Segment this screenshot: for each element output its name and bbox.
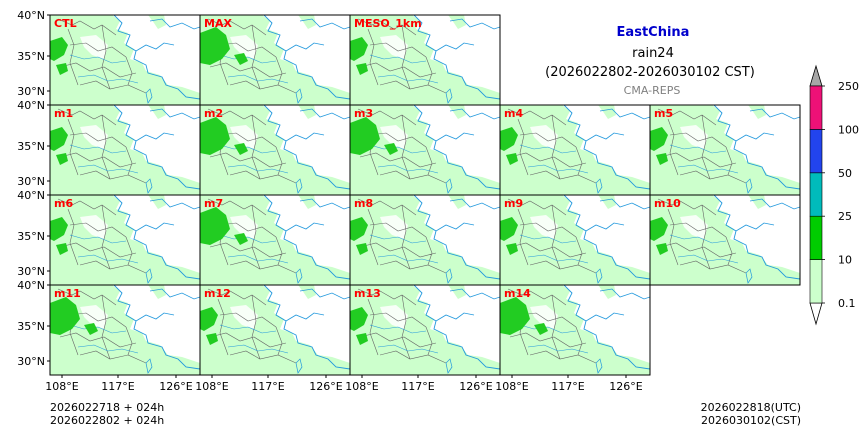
init-utc-label: 2026022718 + 024h xyxy=(50,401,164,414)
map-panel-m3: m3 xyxy=(349,104,501,196)
colorbar-level-label: 25 xyxy=(838,210,852,223)
colorbar-segment xyxy=(809,215,823,260)
panel-label: m13 xyxy=(354,287,381,300)
colorbar-level-label: 50 xyxy=(838,167,852,180)
map-panel-meso-1km: MESO_1km xyxy=(349,14,501,106)
lon-tick-label: 117°E xyxy=(251,380,284,393)
lat-tick-label: 40°N xyxy=(17,99,45,112)
panel-label: CTL xyxy=(54,17,77,30)
map-panel-m1: m1 xyxy=(49,104,201,196)
variable-label: rain24 xyxy=(632,46,674,61)
panels-layer: CTL MAX MESO_1km m1 m2 m3 m4 m5 m6 m7 m8 m9 m10 m11 m1… xyxy=(49,14,801,376)
lat-tick-label: 30°N xyxy=(17,175,45,188)
valid-utc-label: 2026022818(UTC) xyxy=(701,401,801,414)
map-panel-max: MAX xyxy=(199,14,351,106)
panel-label: m10 xyxy=(654,197,681,210)
lat-tick-label: 30°N xyxy=(17,265,45,278)
init-cst-label: 2026022802 + 024h xyxy=(50,414,164,427)
colorbar-level-label: 100 xyxy=(838,123,859,136)
colorbar-segment xyxy=(809,259,823,304)
map-panel-m12: m12 xyxy=(199,284,351,376)
colorbar-level-label: 10 xyxy=(838,254,852,267)
lat-tick-label: 40°N xyxy=(17,279,45,292)
panel-label: m4 xyxy=(504,107,523,120)
colorbar-segment xyxy=(809,129,823,174)
panel-label: m3 xyxy=(354,107,373,120)
colorbar-extend-top xyxy=(809,64,823,87)
map-panel-m5: m5 xyxy=(649,104,801,196)
panel-label: m14 xyxy=(504,287,531,300)
map-panel-m13: m13 xyxy=(349,284,501,376)
lat-tick-label: 35°N xyxy=(17,230,45,243)
lon-tick-label: 117°E xyxy=(551,380,584,393)
lat-tick-label: 35°N xyxy=(17,320,45,333)
lon-tick-label: 108°E xyxy=(45,380,78,393)
latitude-axis: 40°N35°N30°N40°N35°N30°N40°N35°N30°N40°N… xyxy=(17,9,50,368)
lat-tick-label: 30°N xyxy=(17,85,45,98)
colorbar: 0.1 10 25 50 100 250 xyxy=(809,64,859,326)
colorbar-segment xyxy=(809,172,823,217)
map-panel-m10: m10 xyxy=(649,194,801,286)
lat-tick-label: 30°N xyxy=(17,355,45,368)
colorbar-level-label: 0.1 xyxy=(838,297,856,310)
lon-tick-label: 126°E xyxy=(609,380,642,393)
panel-label: MESO_1km xyxy=(354,17,422,30)
panel-label: MAX xyxy=(204,17,232,30)
period-label: (2026022802-2026030102 CST) xyxy=(545,65,755,80)
source-label: CMA-REPS xyxy=(624,84,681,97)
panel-label: m5 xyxy=(654,107,673,120)
map-panel-m14: m14 xyxy=(499,284,651,376)
colorbar-extend-bottom xyxy=(809,302,823,326)
panel-label: m1 xyxy=(54,107,73,120)
map-panel-m4: m4 xyxy=(499,104,651,196)
panel-label: m9 xyxy=(504,197,523,210)
region-title: EastChina xyxy=(617,25,690,40)
map-panel-m11: m11 xyxy=(49,284,201,376)
map-panel-ctl: CTL xyxy=(49,14,201,106)
panel-label: m8 xyxy=(354,197,373,210)
lon-tick-label: 108°E xyxy=(345,380,378,393)
colorbar-level-label: 250 xyxy=(838,80,859,93)
map-panel-m2: m2 xyxy=(199,104,351,196)
lon-tick-label: 126°E xyxy=(459,380,492,393)
panel-label: m2 xyxy=(204,107,223,120)
lat-tick-label: 40°N xyxy=(17,9,45,22)
lat-tick-label: 35°N xyxy=(17,50,45,63)
colorbar-segment xyxy=(809,85,823,130)
map-panel-m8: m8 xyxy=(349,194,501,286)
panel-label: m12 xyxy=(204,287,231,300)
lon-tick-label: 108°E xyxy=(195,380,228,393)
lon-tick-label: 126°E xyxy=(309,380,342,393)
lat-tick-label: 40°N xyxy=(17,189,45,202)
map-panel-m7: m7 xyxy=(199,194,351,286)
lat-tick-label: 35°N xyxy=(17,140,45,153)
longitude-axis: 108°E 117°E 126°E 108°E 117°E 126°E 108°E 117°E… xyxy=(45,375,643,393)
panel-label: m7 xyxy=(204,197,223,210)
panel-label: m11 xyxy=(54,287,81,300)
panel-label: m6 xyxy=(54,197,73,210)
lon-tick-label: 126°E xyxy=(159,380,192,393)
lon-tick-label: 108°E xyxy=(495,380,528,393)
map-panel-m9: m9 xyxy=(499,194,651,286)
lon-tick-label: 117°E xyxy=(401,380,434,393)
valid-cst-label: 2026030102(CST) xyxy=(701,414,801,427)
lon-tick-label: 117°E xyxy=(101,380,134,393)
map-panel-m6: m6 xyxy=(49,194,201,286)
